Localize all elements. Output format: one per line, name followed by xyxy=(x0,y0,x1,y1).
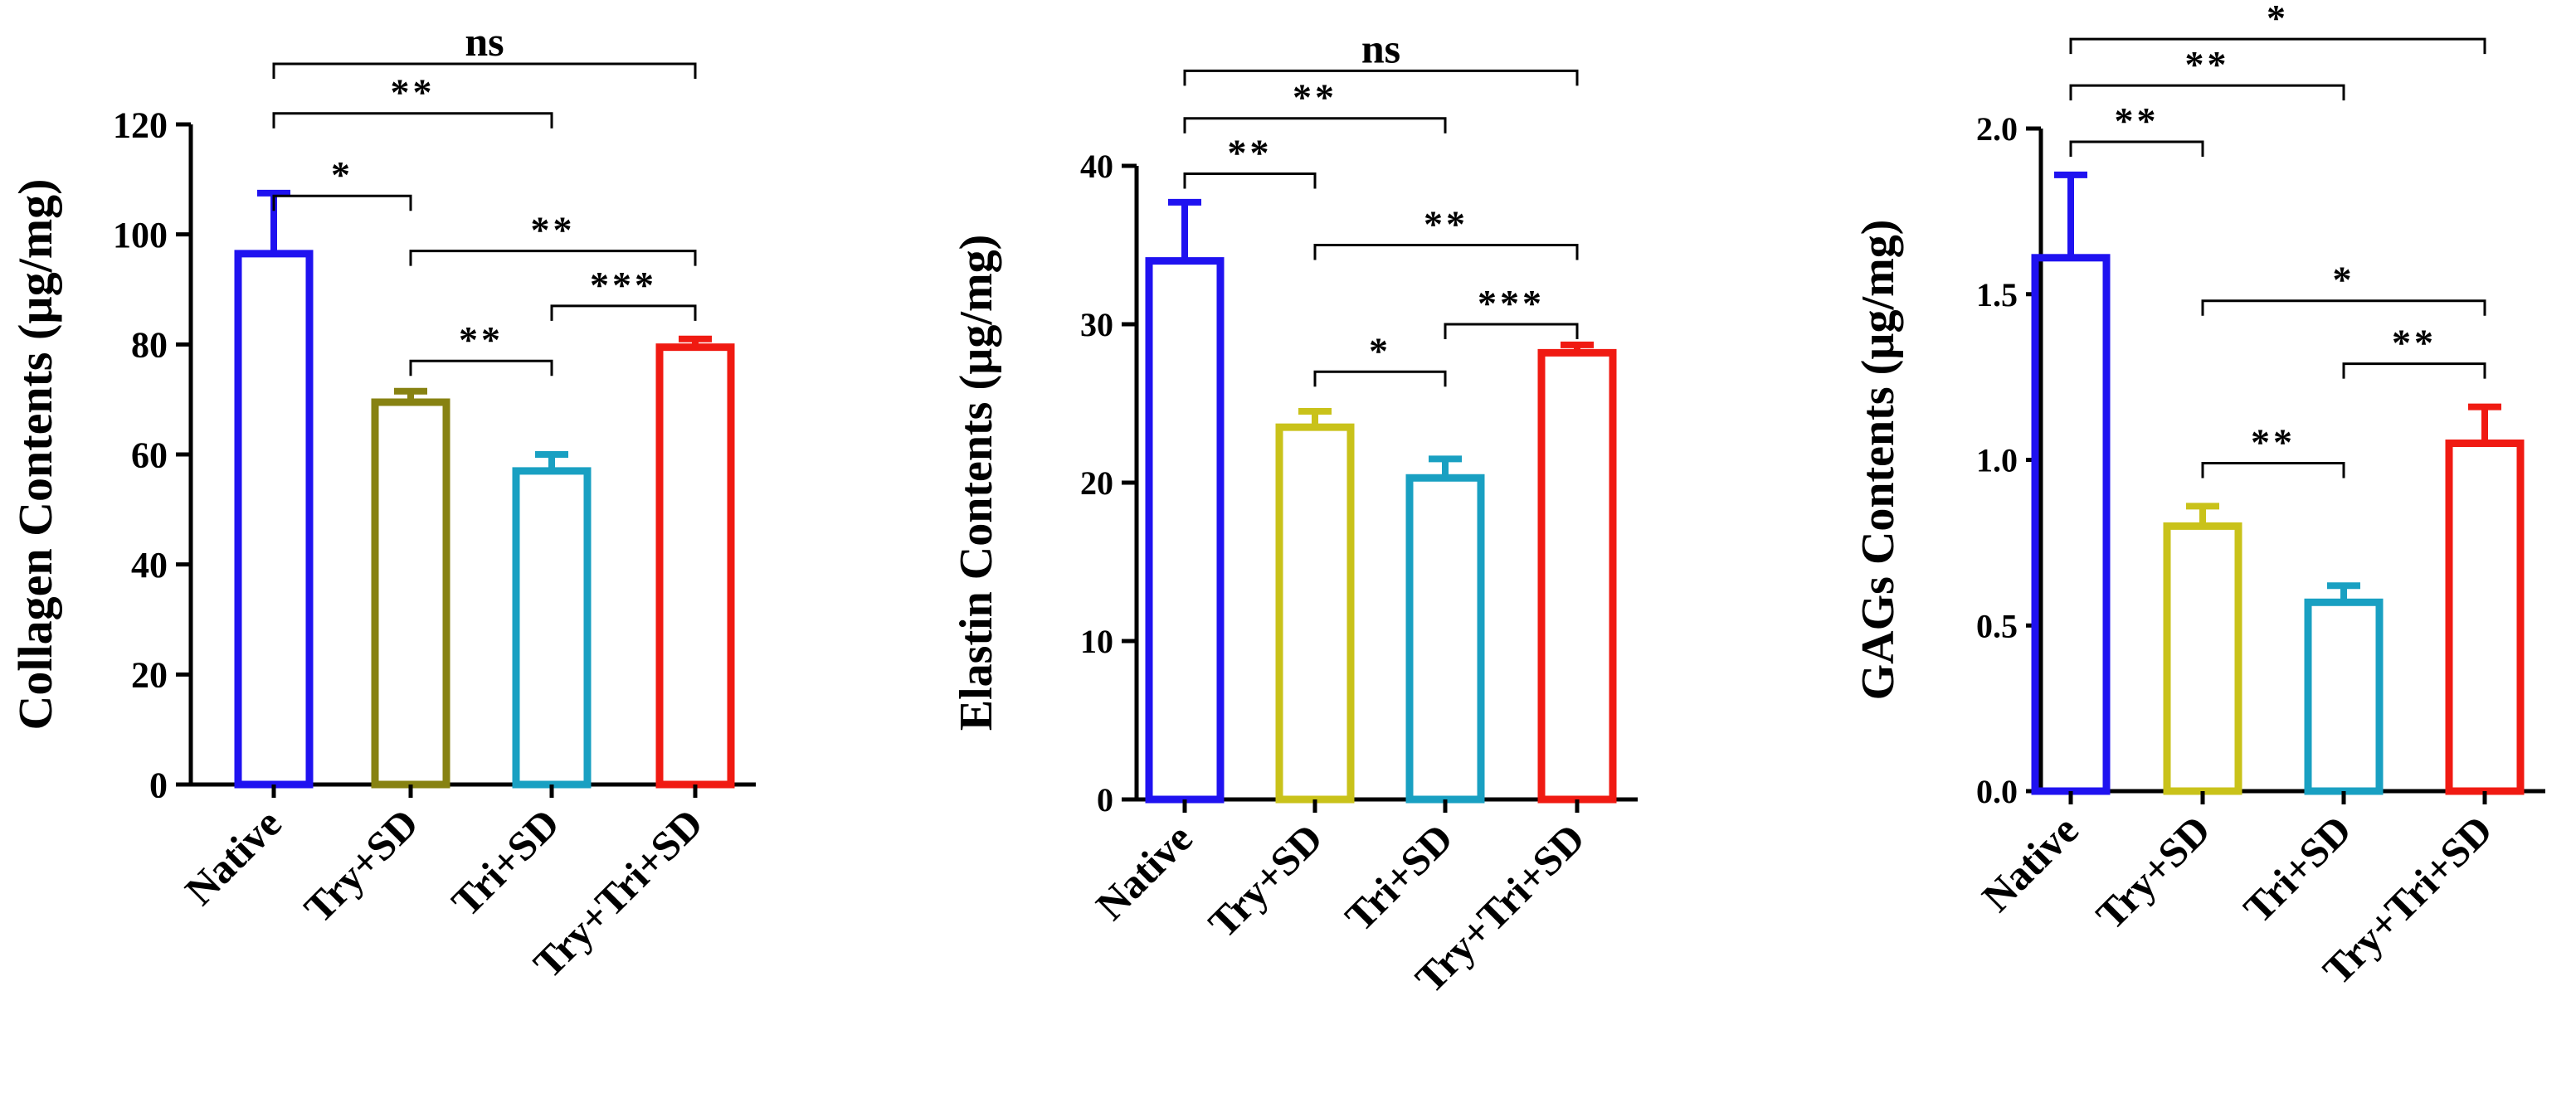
significance-bracket xyxy=(550,304,697,321)
significance-label: ** xyxy=(2185,43,2230,85)
significance-bracket xyxy=(1183,117,1447,134)
significance-label: ** xyxy=(1293,76,1337,119)
bar-Try+Tri+SD xyxy=(1537,348,1617,804)
significance-label: * xyxy=(2333,259,2355,301)
significance-bracket xyxy=(2201,299,2486,316)
bar-Try+SD xyxy=(1275,423,1355,804)
significance-label: * xyxy=(1369,329,1391,372)
significance-label: *** xyxy=(590,264,657,306)
y-tick-label: 40 xyxy=(1080,148,1113,185)
bar-Try+SD xyxy=(371,398,450,789)
bar-Tri+SD xyxy=(2304,598,2384,795)
significance-label: *** xyxy=(1478,282,1545,324)
significance-bracket xyxy=(2069,84,2345,101)
bar-Native xyxy=(2031,254,2111,795)
significance-bracket xyxy=(409,250,697,266)
significance-bracket xyxy=(409,359,553,376)
significance-label: ** xyxy=(2392,322,2437,364)
significance-label: ns xyxy=(465,18,504,65)
y-tick-label: 30 xyxy=(1080,306,1113,343)
x-tick-label-Try+SD: Try+SD xyxy=(1200,814,1332,946)
y-tick-label: 60 xyxy=(131,435,168,475)
y-tick-label: 0.5 xyxy=(1976,607,2018,644)
significance-bracket xyxy=(1183,69,1579,86)
x-tick-label-Try+SD: Try+SD xyxy=(295,799,427,931)
significance-bracket xyxy=(272,62,697,80)
significance-label: ** xyxy=(2115,100,2160,142)
y-tick-label: 0.0 xyxy=(1976,773,2018,810)
y-tick-label: 40 xyxy=(131,545,168,585)
bar-Try+SD xyxy=(2163,522,2242,795)
bar-Try+Tri+SD xyxy=(2445,440,2525,795)
significance-bracket xyxy=(1313,244,1579,260)
y-axis-label: Elastin Contents (µg/mg) xyxy=(951,235,1002,731)
y-tick-label: 10 xyxy=(1080,623,1113,660)
y-axis-label: Collagen Contents (µg/mg) xyxy=(8,179,62,731)
y-tick-label: 1.0 xyxy=(1976,442,2018,479)
panel-collagen: 0 20 40 60 80 100 120 Collagen Contents (µg/mg)… xyxy=(8,18,756,987)
significance-bracket xyxy=(272,194,412,211)
significance-bracket xyxy=(2069,37,2486,55)
bar-Try+Tri+SD xyxy=(655,343,735,789)
significance-bracket xyxy=(2342,362,2486,379)
bar-Native xyxy=(1145,257,1225,804)
significance-label: * xyxy=(2267,0,2289,39)
bar-Tri+SD xyxy=(1405,474,1485,804)
significance-bracket xyxy=(1183,172,1317,189)
significance-label: ** xyxy=(531,209,576,251)
x-tick-label-Native: Native xyxy=(1973,806,2087,921)
x-tick-label-Tri+SD: Tri+SD xyxy=(1336,814,1461,940)
y-tick-label: 0 xyxy=(149,765,168,805)
bar-Tri+SD xyxy=(512,467,592,789)
y-tick-label: 100 xyxy=(113,215,168,255)
x-tick-label-Native: Native xyxy=(1087,814,1201,929)
y-tick-label: 2.0 xyxy=(1976,110,2018,148)
significance-label: ** xyxy=(1424,203,1468,245)
significance-label: ** xyxy=(391,71,436,114)
significance-bracket xyxy=(1444,323,1579,339)
x-tick-label-Native: Native xyxy=(176,799,290,914)
y-tick-label: 80 xyxy=(131,325,168,366)
significance-label: ns xyxy=(1361,25,1400,71)
panel-gags: 0.0 0.5 1.0 1.5 2.0 GAGs Contents (µg/mg) Nati… xyxy=(1853,0,2545,993)
significance-label: ** xyxy=(459,318,504,361)
significance-label: * xyxy=(331,153,353,196)
y-axis-label: GAGs Contents (µg/mg) xyxy=(1853,220,1904,701)
significance-label: ** xyxy=(2251,420,2296,463)
y-tick-label: 20 xyxy=(1080,464,1113,502)
y-tick-label: 120 xyxy=(113,104,168,145)
significance-bracket xyxy=(2069,140,2204,157)
x-tick-label-Tri+SD: Tri+SD xyxy=(442,799,567,925)
x-tick-label-Try+SD: Try+SD xyxy=(2087,806,2219,938)
y-tick-label: 20 xyxy=(131,655,168,696)
y-tick-label: 1.5 xyxy=(1976,276,2018,313)
y-tick-label: 0 xyxy=(1097,781,1113,819)
significance-bracket xyxy=(272,112,553,129)
bar-Native xyxy=(234,250,314,789)
significance-bracket xyxy=(2201,461,2345,478)
significance-bracket xyxy=(1313,370,1447,387)
significance-label: ** xyxy=(1228,132,1273,174)
x-tick-label-Tri+SD: Tri+SD xyxy=(2234,806,2359,931)
